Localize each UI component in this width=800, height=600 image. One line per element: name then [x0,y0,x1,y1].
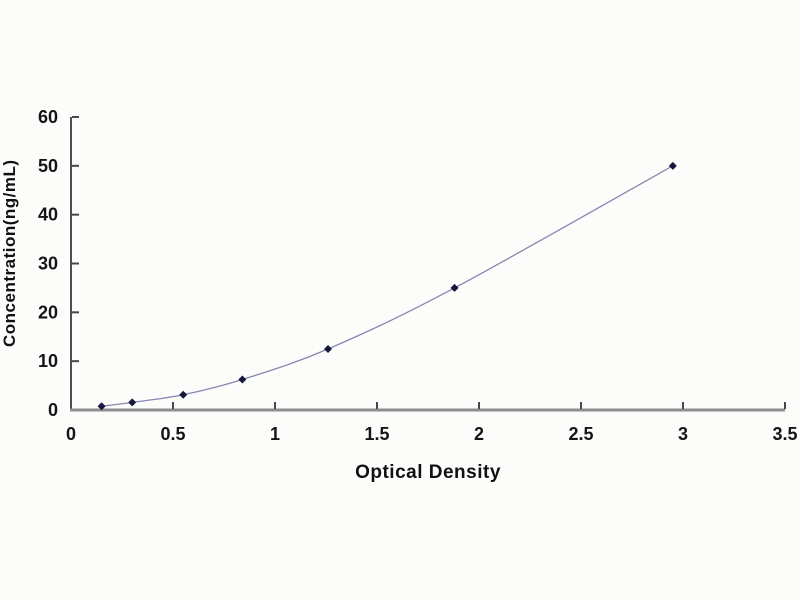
data-point-marker [128,398,137,407]
x-tick-label: 3 [678,424,688,444]
data-point-marker [450,283,459,292]
x-tick-label: 3.5 [772,424,797,444]
y-tick-label: 20 [38,302,58,322]
data-point-marker [238,375,247,384]
standard-curve-line [101,165,674,407]
data-point-marker [668,161,677,170]
data-point-marker [179,390,188,399]
x-tick-label: 1 [270,424,280,444]
x-tick-label: 1.5 [364,424,389,444]
x-axis-title: Optical Density [355,462,501,483]
y-tick-label: 50 [38,156,58,176]
y-tick-label: 60 [38,107,58,127]
x-tick-label: 0 [66,424,76,444]
x-tick-label: 2 [474,424,484,444]
y-tick-label: 0 [48,400,58,420]
data-point-marker [97,402,106,411]
y-tick-label: 10 [38,351,58,371]
y-tick-label: 30 [38,254,58,274]
x-tick-label: 2.5 [568,424,593,444]
data-point-marker [324,344,333,353]
y-axis-title: Concentration(ng/mL) [0,159,19,347]
x-tick-label: 0.5 [160,424,185,444]
y-tick-label: 40 [38,205,58,225]
